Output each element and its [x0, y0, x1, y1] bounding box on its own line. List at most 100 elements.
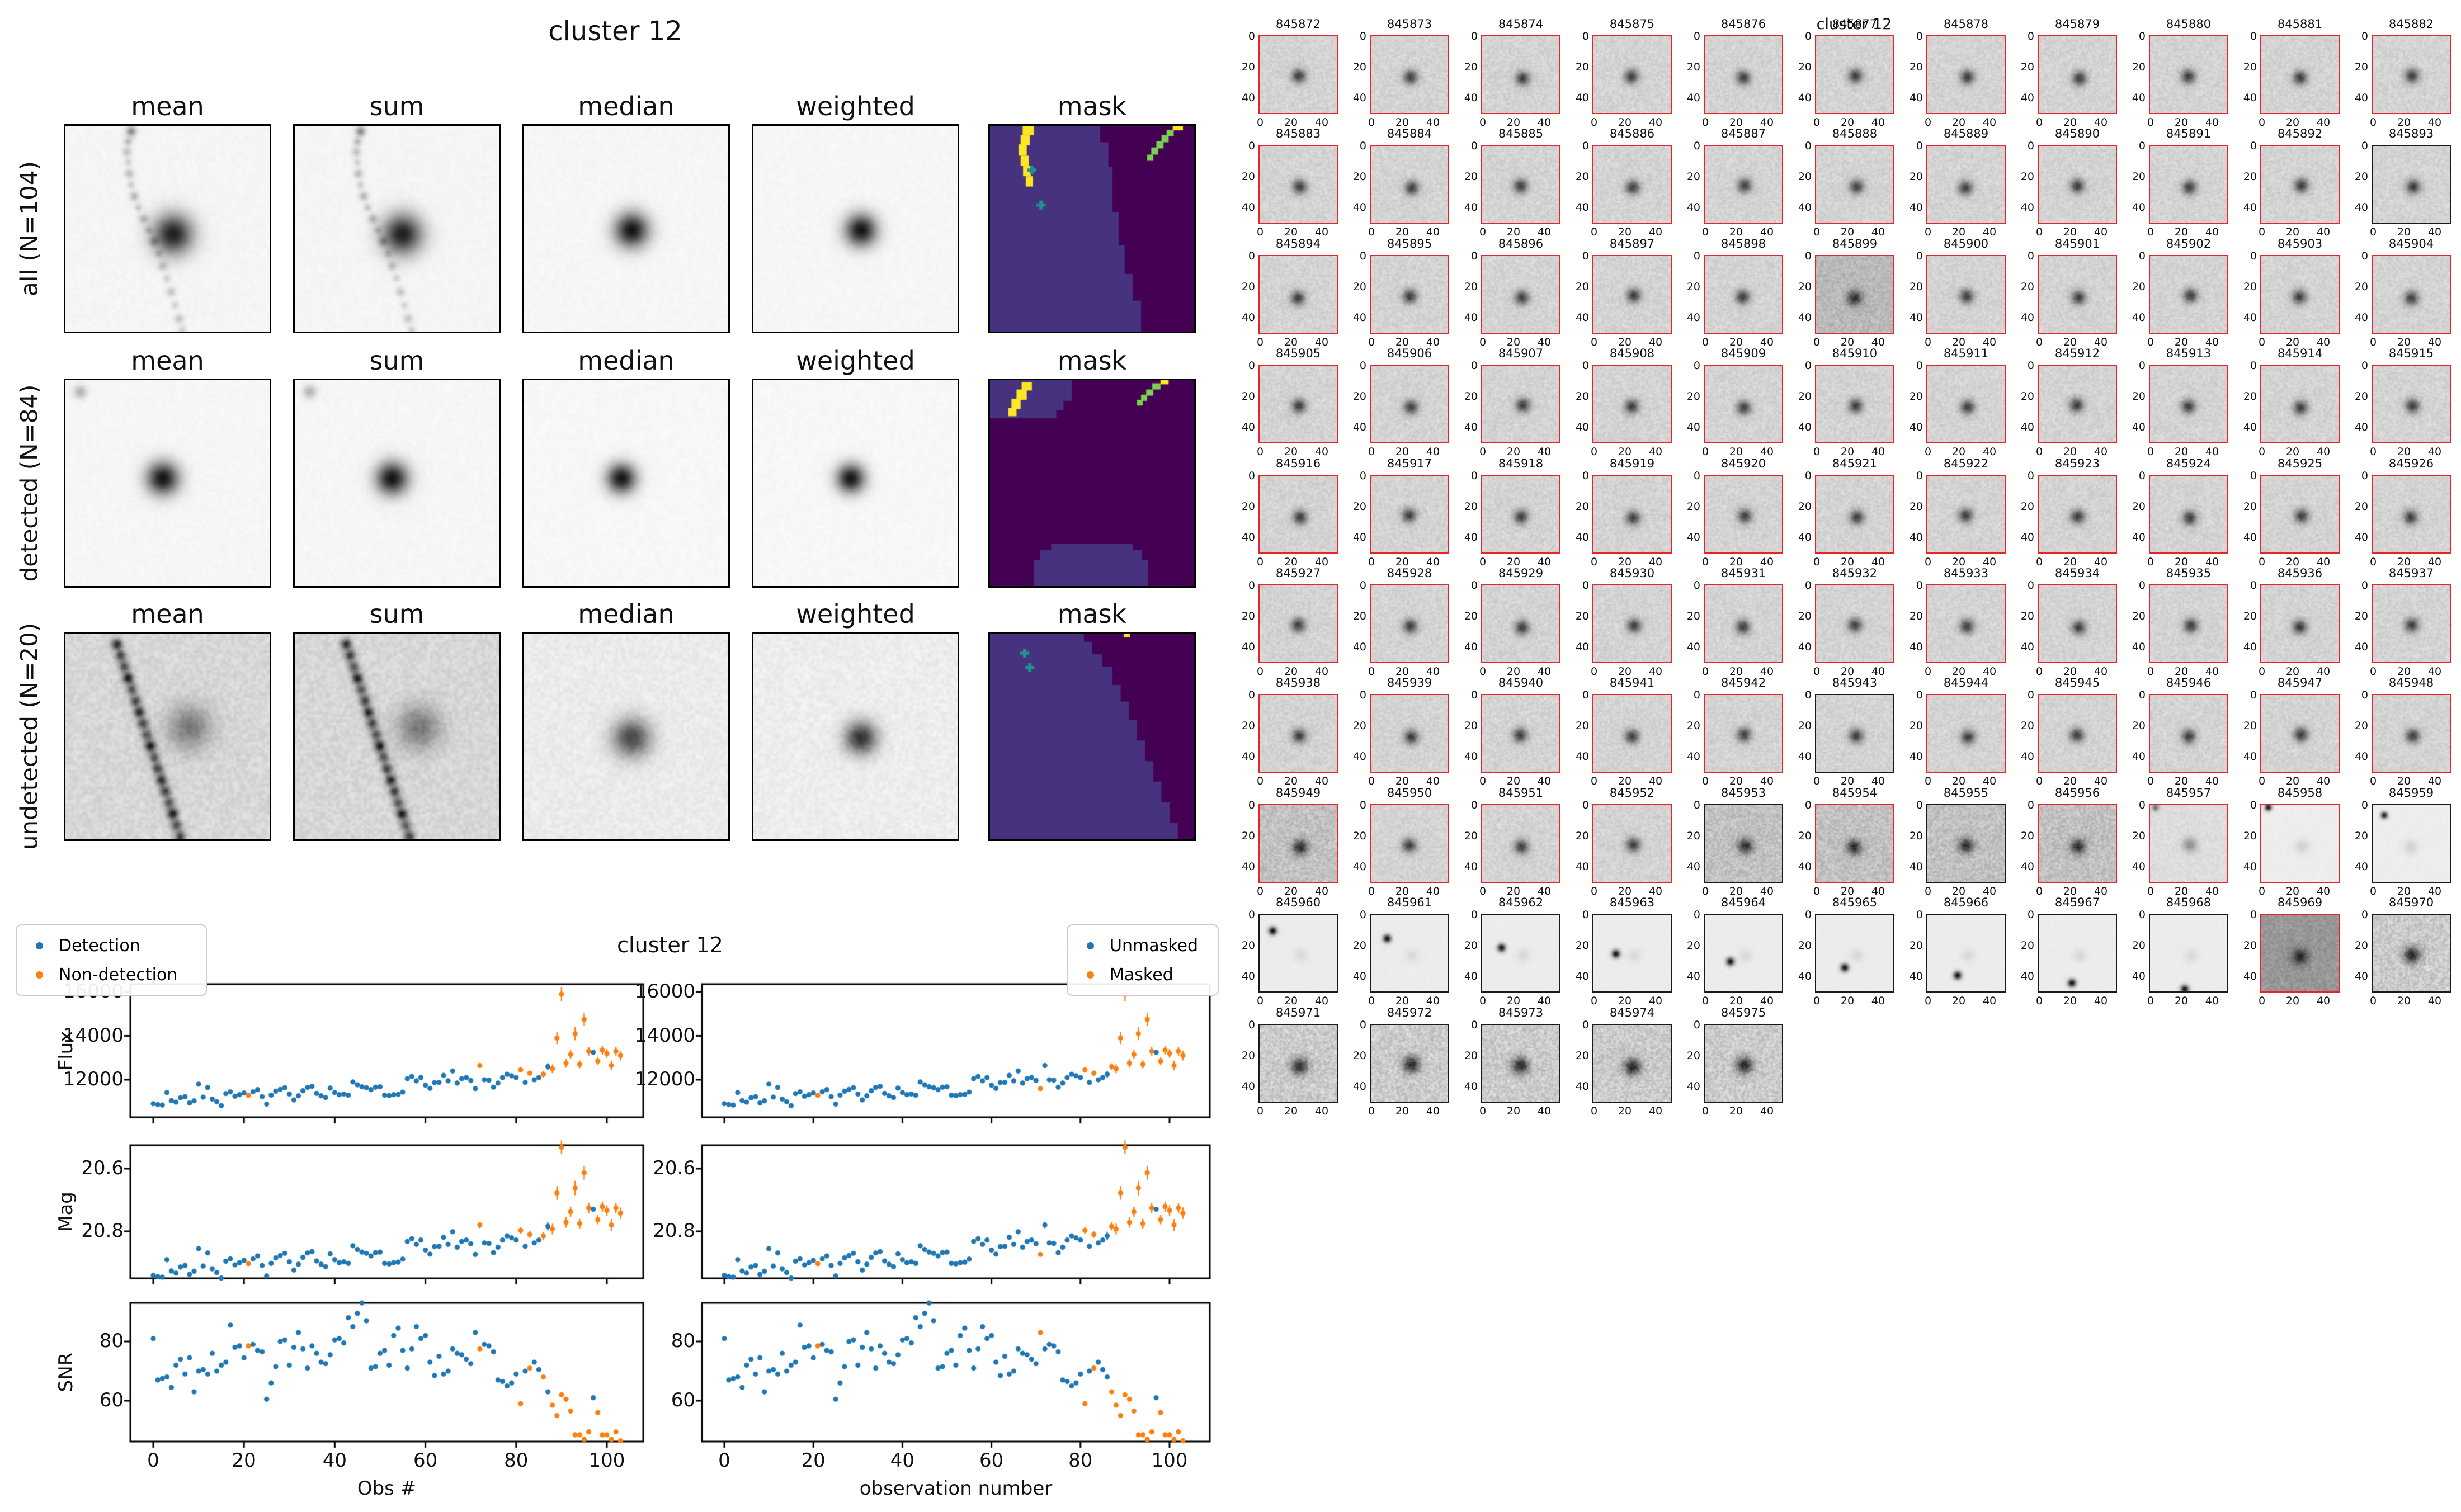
cutout-image-845875	[1592, 35, 1672, 114]
cutout-ytick: 20	[1798, 939, 1812, 952]
cutout-image-845896	[1481, 255, 1560, 334]
cutout-xtick: 20	[2174, 665, 2189, 678]
cutout-ytick: 40	[1352, 641, 1366, 653]
cutout-xtick: 20	[2063, 995, 2077, 1007]
y-axis-label: SNR	[55, 1352, 77, 1392]
cutout-title: 845936	[2277, 566, 2323, 580]
cutout-ytick: 40	[2132, 201, 2146, 214]
cutout-title: 845939	[1387, 676, 1432, 689]
cutout-ytick: 40	[2132, 750, 2146, 763]
legend-label: Detection	[59, 935, 140, 956]
cutout-xtick: 0	[2369, 336, 2377, 348]
cutout-title: 845969	[2277, 896, 2323, 909]
cutout-image-845969	[2260, 914, 2340, 993]
cutout-xtick: 0	[2147, 665, 2154, 678]
cutout-xtick: 0	[1479, 556, 1487, 568]
cutout-xtick: 20	[2063, 446, 2077, 458]
cutout-xtick: 0	[2147, 116, 2154, 129]
legend-detection: Detection Non-detection	[16, 924, 207, 996]
cutout-ytick: 20	[1241, 61, 1255, 73]
cutout-xtick: 40	[1426, 446, 1440, 458]
cutout-xtick: 40	[2316, 775, 2331, 787]
cutout-xtick: 20	[1506, 665, 1521, 678]
cutout-xtick: 40	[1760, 556, 1774, 568]
cutout-image-845908	[1592, 365, 1672, 443]
cutout-xtick: 0	[2258, 775, 2266, 787]
cutout-ytick: 20	[1686, 500, 1700, 513]
cutout-xtick: 0	[1924, 885, 1932, 897]
cutout-xtick: 0	[1701, 336, 1709, 348]
cutout-xtick: 0	[1368, 446, 1375, 458]
ytick-label: 60	[99, 1389, 124, 1411]
cutout-ytick: 40	[1909, 750, 1923, 763]
cutout-title: 845912	[2054, 347, 2100, 360]
cutout-ytick: 0	[1359, 579, 1366, 592]
cutout-title: 845880	[2166, 17, 2212, 31]
cutout-ytick: 40	[1798, 750, 1812, 763]
cutout-ytick: 0	[2027, 689, 2034, 701]
cutout-xtick: 20	[1951, 665, 1966, 678]
cutout-image-845879	[2038, 35, 2117, 114]
cutout-xtick: 20	[1284, 446, 1298, 458]
cutout-xtick: 40	[1871, 665, 1885, 678]
cutout-ytick: 0	[1582, 140, 1589, 152]
cutout-image-845944	[1926, 694, 2006, 773]
cutout-image-845929	[1481, 584, 1560, 663]
cutout-ytick: 40	[2243, 92, 2257, 104]
cutout-ytick: 0	[1804, 140, 1812, 152]
cutout-xtick: 0	[1590, 226, 1598, 238]
cutout-xtick: 0	[2035, 556, 2043, 568]
cutout-ytick: 0	[2250, 360, 2257, 372]
cutout-image-845914	[2260, 365, 2340, 443]
cutout-xtick: 40	[2094, 995, 2108, 1007]
cutout-xtick: 40	[1314, 775, 1329, 787]
cutout-image-845901	[2038, 255, 2117, 334]
cutout-image-845889	[1926, 145, 2006, 224]
cutout-ytick: 40	[1909, 311, 1923, 324]
cutout-image-845888	[1815, 145, 1894, 224]
cutout-xtick: 0	[1701, 995, 1709, 1007]
cutout-xtick: 20	[1840, 446, 1855, 458]
cutout-xtick: 20	[2063, 556, 2077, 568]
cutout-ytick: 40	[2354, 531, 2368, 544]
cutout-title: 845892	[2277, 127, 2323, 140]
cutout-ytick: 0	[1916, 360, 1923, 372]
cutout-xtick: 20	[1506, 446, 1521, 458]
cutout-title: 845961	[1387, 896, 1432, 909]
cutout-ytick: 20	[1575, 720, 1589, 732]
ytick-label: 12000	[634, 1068, 695, 1090]
cutout-ytick: 0	[2027, 360, 2034, 372]
cutout-ytick: 20	[1909, 500, 1923, 513]
cutout-ytick: 0	[1916, 30, 1923, 42]
xtick-label: 80	[504, 1449, 529, 1472]
cutout-ytick: 40	[1575, 970, 1589, 982]
cutout-xtick: 20	[1506, 1105, 1521, 1117]
cutout-image-845899	[1815, 255, 1894, 334]
cutout-image-845959	[2372, 804, 2451, 883]
cutout-ytick: 20	[2354, 171, 2368, 183]
cutout-xtick: 0	[1590, 1105, 1598, 1117]
cutout-xtick: 0	[1256, 665, 1264, 678]
cutout-xtick: 0	[1813, 885, 1821, 897]
cutout-ytick: 40	[2020, 641, 2034, 653]
cutout-ytick: 0	[1804, 470, 1812, 482]
cutout-xtick: 40	[2316, 116, 2331, 129]
cutout-xtick: 0	[2258, 556, 2266, 568]
cutout-ytick: 0	[1470, 360, 1478, 372]
cutout-ytick: 20	[1464, 61, 1478, 73]
cutout-title: 845920	[1720, 457, 1766, 470]
cutout-ytick: 20	[2020, 171, 2034, 183]
cutout-ytick: 20	[1575, 610, 1589, 622]
cutout-ytick: 20	[2132, 610, 2146, 622]
cutout-xtick: 0	[1479, 1105, 1487, 1117]
cutout-xtick: 0	[1924, 446, 1932, 458]
cutout-ytick: 20	[1575, 939, 1589, 952]
cutout-xtick: 20	[1506, 226, 1521, 238]
cutout-image-845921	[1815, 475, 1894, 554]
cutout-ytick: 40	[2132, 92, 2146, 104]
cutout-ytick: 40	[1686, 201, 1700, 214]
cutout-image-845909	[1704, 365, 1783, 443]
cutout-ytick: 40	[2020, 92, 2034, 104]
cutout-xtick: 20	[1618, 665, 1632, 678]
cutout-ytick: 0	[2138, 140, 2146, 152]
